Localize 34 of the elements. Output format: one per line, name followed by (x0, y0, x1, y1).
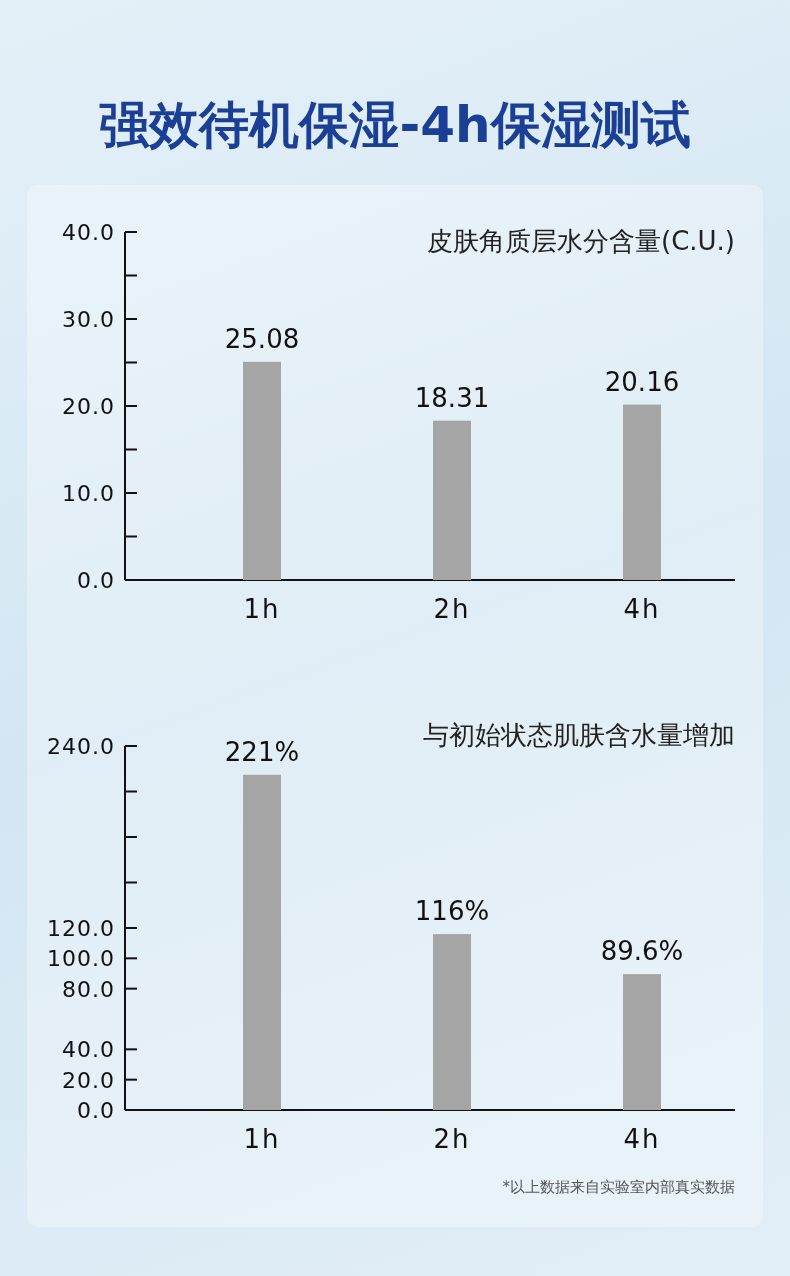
y-tick-label: 240.0 (47, 734, 115, 759)
y-tick-label: 40.0 (62, 220, 115, 245)
x-tick-label: 4h (623, 1124, 661, 1154)
y-tick-label: 30.0 (62, 307, 115, 332)
data-label: 89.6% (600, 936, 684, 967)
bar (433, 420, 471, 580)
data-label: 20.16 (604, 366, 680, 397)
y-tick-label: 0.0 (77, 568, 115, 593)
y-tick-label: 100.0 (47, 946, 115, 972)
chart-title: 强效待机保湿-4h保湿测试 (99, 96, 691, 154)
x-tick-label: 2h (433, 1124, 471, 1154)
y-tick-label: 10.0 (62, 481, 115, 506)
bar (433, 934, 471, 1110)
data-label: 25.08 (224, 323, 300, 354)
x-tick-label: 2h (433, 594, 471, 624)
y-tick-label: 40.0 (62, 1037, 115, 1063)
bar (623, 974, 661, 1110)
data-label: 18.31 (414, 382, 490, 413)
bar (623, 404, 661, 580)
x-tick-label: 1h (243, 594, 281, 624)
text: *以上数据来自实验室内部真实数据 (502, 1178, 735, 1196)
y-tick-label: 0.0 (77, 1098, 115, 1123)
x-tick-label: 4h (623, 594, 661, 624)
bar (243, 774, 281, 1110)
y-tick-label: 20.0 (62, 394, 115, 419)
chart-title: 与初始状态肌肤含水量增加 (423, 720, 735, 750)
x-tick-label: 1h (243, 1124, 281, 1154)
data-label: 116% (414, 896, 490, 927)
data-label: 221% (224, 736, 300, 767)
y-tick-label: 20.0 (62, 1067, 115, 1093)
bar (243, 361, 281, 580)
chart-subtitle: 皮肤角质层水分含量(C.U.) (426, 226, 735, 256)
y-tick-label: 80.0 (62, 976, 115, 1002)
y-tick-label: 120.0 (47, 916, 115, 941)
